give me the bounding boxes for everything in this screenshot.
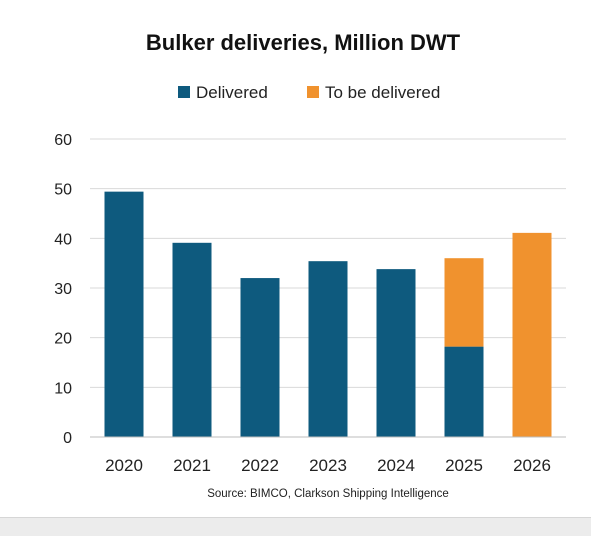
y-tick-label: 0 (63, 430, 72, 447)
y-tick-label: 10 (54, 380, 72, 397)
x-tick-label: 2024 (377, 456, 415, 475)
bars (104, 191, 552, 437)
bar-delivered-2024 (376, 269, 416, 437)
y-tick-label: 20 (54, 331, 72, 348)
legend-swatch-to-be-delivered (307, 86, 319, 98)
y-tick-label: 50 (54, 182, 72, 199)
bottom-strip (0, 518, 591, 536)
x-tick-label: 2023 (309, 456, 347, 475)
bar-to-be-delivered-2026 (512, 232, 552, 437)
bar-delivered-2021 (172, 242, 212, 437)
y-tick-label: 60 (54, 132, 72, 149)
bar-delivered-2025 (444, 346, 484, 437)
bar-delivered-2022 (240, 278, 280, 437)
legend-label-delivered: Delivered (196, 83, 268, 102)
bar-to-be-delivered-2025 (444, 258, 484, 347)
x-tick-label: 2026 (513, 456, 551, 475)
legend: Delivered To be delivered (178, 83, 440, 102)
y-tick-label: 30 (54, 281, 72, 298)
bar-delivered-2023 (308, 261, 348, 437)
y-axis: 0 10 20 30 40 50 60 (54, 132, 72, 447)
x-tick-label: 2021 (173, 456, 211, 475)
legend-swatch-delivered (178, 86, 190, 98)
x-tick-label: 2022 (241, 456, 279, 475)
y-tick-label: 40 (54, 231, 72, 248)
x-tick-label: 2025 (445, 456, 483, 475)
bar-delivered-2020 (104, 191, 144, 437)
x-axis: 2020 2021 2022 2023 2024 2025 2026 (105, 456, 551, 475)
source-note: Source: BIMCO, Clarkson Shipping Intelli… (207, 488, 449, 500)
x-tick-label: 2020 (105, 456, 143, 475)
legend-label-to-be-delivered: To be delivered (325, 83, 440, 102)
chart-title: Bulker deliveries, Million DWT (146, 30, 461, 55)
bottom-divider (0, 517, 591, 518)
